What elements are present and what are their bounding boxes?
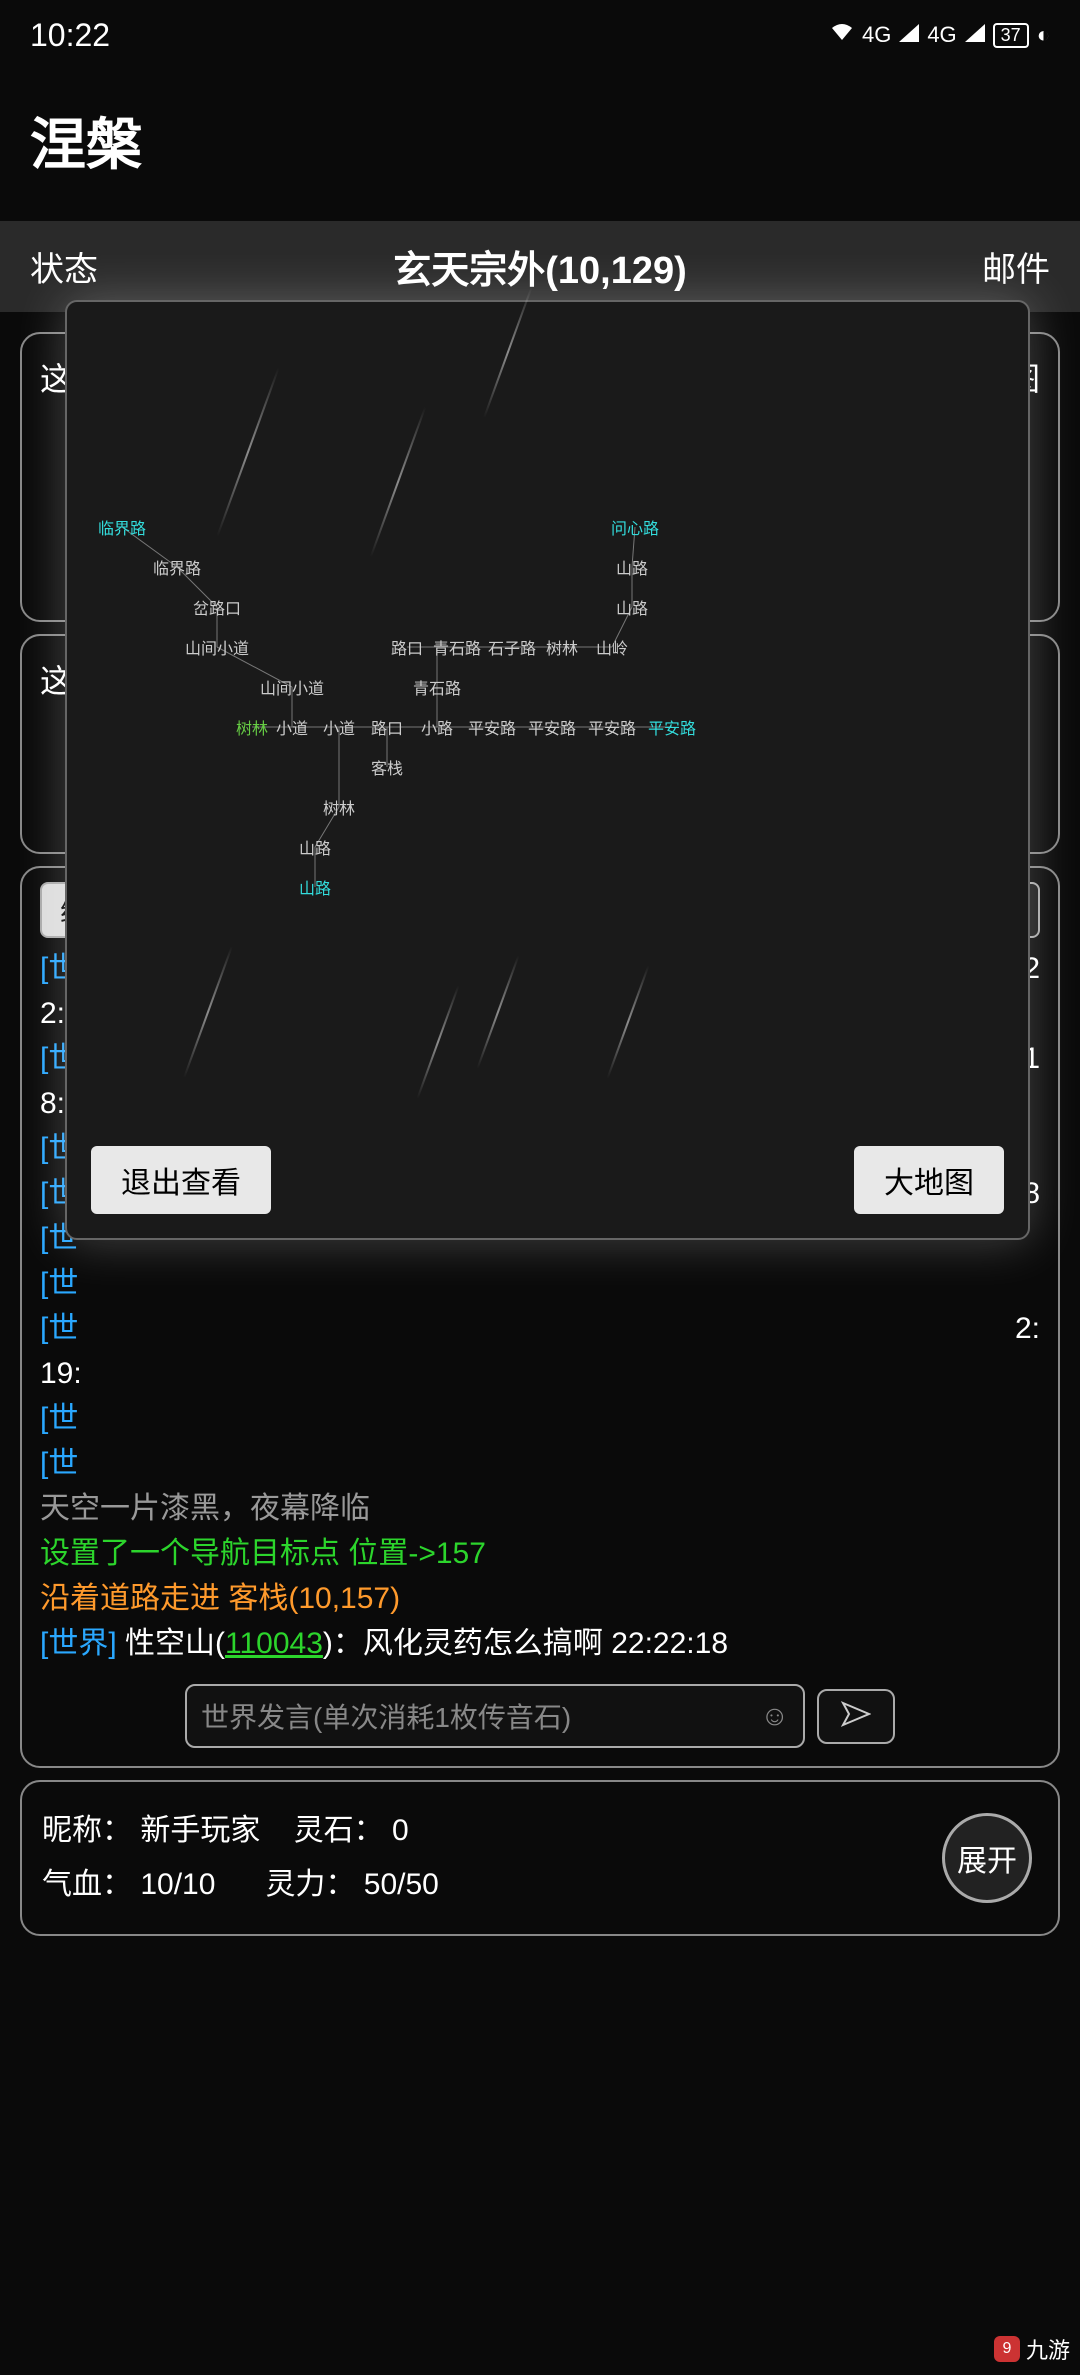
- location-title: 玄天宗外(10,129): [393, 239, 687, 294]
- map-node[interactable]: 小道: [276, 715, 308, 739]
- map-node[interactable]: 树林: [546, 635, 578, 659]
- exit-view-button[interactable]: 退出查看: [91, 1146, 271, 1214]
- app-title: 涅槃: [0, 70, 1080, 221]
- player-row-2: 气血： 10/10 灵力： 50/50: [42, 1858, 439, 1912]
- send-button[interactable]: [817, 1689, 895, 1744]
- map-node[interactable]: 山间小道: [260, 675, 324, 699]
- battery-icon: 37: [993, 23, 1029, 48]
- chat-input[interactable]: 世界发言(单次消耗1枚传音石) ☺: [185, 1684, 805, 1748]
- world-prefix: [世界]: [40, 1627, 125, 1660]
- player-row-1: 昵称： 新手玩家 灵石： 0: [42, 1804, 439, 1858]
- map-node[interactable]: 临界路: [153, 555, 201, 579]
- chat-msg-sky: 天空一片漆黑，夜幕降临: [40, 1486, 1040, 1531]
- signal-bars-icon-2: [965, 22, 985, 48]
- map-node[interactable]: 平安路: [588, 715, 636, 739]
- world-msg-text: )：风化灵药怎么搞啊 22:22:18: [323, 1627, 728, 1660]
- hp-value: 10/10: [140, 1868, 215, 1901]
- signal-bars-icon: [899, 22, 919, 48]
- map-node[interactable]: 小道: [323, 715, 355, 739]
- watermark-text: 九游: [1026, 2333, 1070, 2365]
- player-stats-panel: 昵称： 新手玩家 灵石： 0 气血： 10/10 灵力： 50/50 展开: [20, 1780, 1060, 1936]
- signal-4g-1: 4G: [862, 22, 891, 48]
- chat-placeholder: 世界发言(单次消耗1枚传音石): [201, 1696, 571, 1736]
- chat-msg-walk: 沿着道路走进 客栈(10,157): [40, 1576, 1040, 1621]
- map-lines: [67, 302, 1028, 1238]
- stone-value: 0: [392, 1814, 409, 1847]
- leaf-icon: ◐: [1037, 22, 1050, 48]
- map-node[interactable]: 树林: [323, 795, 355, 819]
- map-node[interactable]: 山间小道: [185, 635, 249, 659]
- map-node[interactable]: 小路: [421, 715, 453, 739]
- stone-label: 灵石：: [294, 1814, 384, 1847]
- map-node[interactable]: 路口: [371, 715, 403, 739]
- watermark-icon: 9: [994, 2336, 1020, 2362]
- map-node[interactable]: 平安路: [528, 715, 576, 739]
- chat-right-val: 2:: [1015, 1306, 1040, 1351]
- map-node[interactable]: 问心路: [611, 515, 659, 539]
- map-node[interactable]: 青石路: [413, 675, 461, 699]
- map-node[interactable]: 山路: [616, 555, 648, 579]
- chat-line: [世: [40, 1441, 1040, 1486]
- chat-line: [世: [40, 1306, 78, 1351]
- map-node[interactable]: 岔路口: [193, 595, 241, 619]
- map-modal: 临界路问心路临界路山路岔路口山路山间小道路口青石路石子路树林山岭山间小道青石路树…: [65, 300, 1030, 1240]
- big-map-button[interactable]: 大地图: [854, 1146, 1004, 1214]
- nav-status-button[interactable]: 状态: [30, 242, 98, 291]
- map-node[interactable]: 青石路: [433, 635, 481, 659]
- chat-msg-world: [世界] 性空山(110043)：风化灵药怎么搞啊 22:22:18: [40, 1621, 1040, 1666]
- status-time: 10:22: [30, 17, 110, 54]
- map-node[interactable]: 路口: [391, 635, 423, 659]
- hp-label: 气血：: [42, 1868, 132, 1901]
- mp-value: 50/50: [364, 1868, 439, 1901]
- map-node[interactable]: 山路: [299, 875, 331, 899]
- map-node[interactable]: 山路: [616, 595, 648, 619]
- map-node[interactable]: 平安路: [468, 715, 516, 739]
- map-node[interactable]: 树林: [236, 715, 268, 739]
- chat-line: [世: [40, 1261, 1040, 1306]
- map-node[interactable]: 平安路: [648, 715, 696, 739]
- map-area[interactable]: 临界路问心路临界路山路岔路口山路山间小道路口青石路石子路树林山岭山间小道青石路树…: [67, 302, 1028, 1238]
- player-id-link[interactable]: 110043: [225, 1627, 323, 1660]
- map-node[interactable]: 临界路: [98, 515, 146, 539]
- mp-label: 灵力：: [265, 1868, 355, 1901]
- nick-label: 昵称：: [42, 1814, 132, 1847]
- world-player: 性空山(: [125, 1627, 225, 1660]
- wifi-icon: [830, 22, 854, 48]
- status-icons: 4G 4G 37 ◐: [830, 22, 1050, 48]
- map-node[interactable]: 山岭: [596, 635, 628, 659]
- location-nav-bar: 状态 玄天宗外(10,129) 邮件: [0, 221, 1080, 312]
- expand-button[interactable]: 展开: [942, 1813, 1032, 1903]
- nav-mail-button[interactable]: 邮件: [982, 242, 1050, 291]
- emoji-icon[interactable]: ☺: [760, 1700, 789, 1732]
- map-node[interactable]: 石子路: [488, 635, 536, 659]
- chat-line: 19:: [40, 1351, 1040, 1396]
- android-status-bar: 10:22 4G 4G 37 ◐: [0, 0, 1080, 70]
- watermark: 9 九游: [994, 2333, 1070, 2365]
- map-node[interactable]: 客栈: [371, 755, 403, 779]
- map-node[interactable]: 山路: [299, 835, 331, 859]
- chat-line: [世: [40, 1396, 1040, 1441]
- signal-4g-2: 4G: [927, 22, 956, 48]
- chat-msg-nav: 设置了一个导航目标点 位置->157: [40, 1531, 1040, 1576]
- nick-value: 新手玩家: [140, 1814, 260, 1847]
